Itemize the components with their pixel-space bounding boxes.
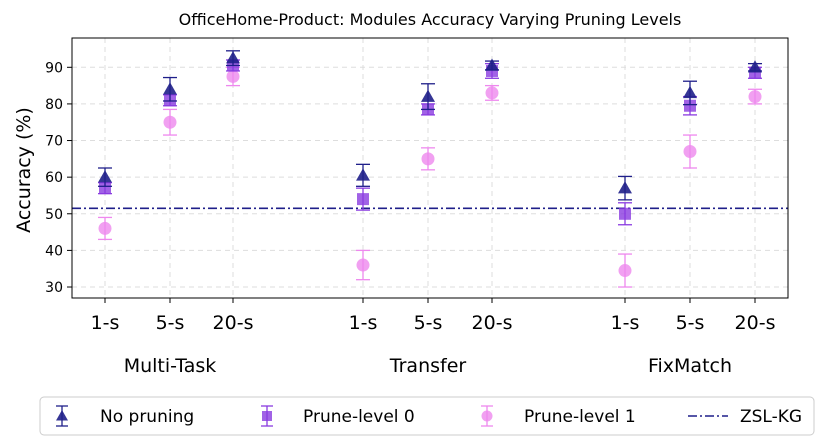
point-no-pruning (485, 58, 499, 71)
point-prune-level-0 (619, 207, 631, 220)
point-prune-level-1 (98, 221, 112, 235)
y-axis-label: Accuracy (%) (13, 107, 35, 233)
point-no-pruning (421, 89, 435, 102)
point-prune-level-1 (618, 264, 632, 278)
x-tick-label: 1-s (611, 312, 640, 334)
y-tick-label: 90 (45, 60, 63, 76)
point-prune-level-0 (357, 193, 369, 206)
series-marks (98, 50, 762, 288)
point-prune-level-1 (485, 86, 499, 100)
x-tick-label: 20-s (213, 312, 254, 334)
x-tick-label: 1-s (91, 312, 120, 334)
point-no-pruning (356, 168, 370, 181)
x-tick-label: 5-s (676, 312, 705, 334)
legend-marker-prune-level-1 (481, 410, 493, 422)
legend-label-prune-level-1: Prune-level 1 (524, 407, 636, 427)
grid-lines (72, 38, 788, 298)
point-prune-level-0 (99, 182, 111, 195)
point-no-pruning (618, 181, 632, 194)
x-tick-label: 20-s (472, 312, 513, 334)
legend[interactable]: No pruning Prune-level 0 Prune-level 1 ZSL-… (39, 396, 815, 436)
point-prune-level-1 (163, 115, 177, 129)
point-prune-level-1 (748, 90, 762, 104)
legend-marker-prune-level-0 (262, 411, 272, 421)
y-tick-label: 80 (45, 97, 63, 113)
group-label: FixMatch (648, 355, 732, 377)
x-tick-label: 20-s (735, 312, 776, 334)
point-no-pruning (163, 82, 177, 95)
legend-label-no-pruning: No pruning (100, 407, 194, 427)
point-prune-level-1 (226, 69, 240, 83)
legend-label-zsl-kg: ZSL-KG (740, 407, 802, 427)
x-tick-label: 5-s (414, 312, 443, 334)
point-prune-level-0 (684, 99, 696, 112)
point-prune-level-1 (421, 152, 435, 166)
legend-marker-no-pruning (56, 410, 68, 421)
point-no-pruning (683, 85, 697, 99)
group-label: Transfer (389, 355, 467, 377)
y-tick-label: 50 (45, 207, 63, 223)
y-tick-label: 30 (45, 280, 63, 296)
plot-frame (71, 37, 789, 299)
group-label: Multi-Task (124, 355, 217, 377)
y-tick-label: 60 (45, 170, 63, 186)
chart-title: OfficeHome-Product: Modules Accuracy Var… (179, 10, 682, 29)
point-prune-level-1 (683, 145, 697, 159)
point-no-pruning (98, 170, 112, 183)
y-axis: 30 40 50 60 70 80 90 (45, 60, 72, 296)
point-no-pruning (226, 51, 240, 64)
point-no-pruning (748, 60, 762, 73)
y-tick-label: 40 (45, 243, 63, 259)
legend-label-prune-level-0: Prune-level 0 (303, 407, 415, 427)
x-tick-label: 1-s (349, 312, 378, 334)
point-prune-level-1 (356, 258, 370, 272)
y-tick-label: 70 (45, 134, 63, 150)
x-tick-label: 5-s (156, 312, 185, 334)
legend-box (39, 396, 815, 436)
